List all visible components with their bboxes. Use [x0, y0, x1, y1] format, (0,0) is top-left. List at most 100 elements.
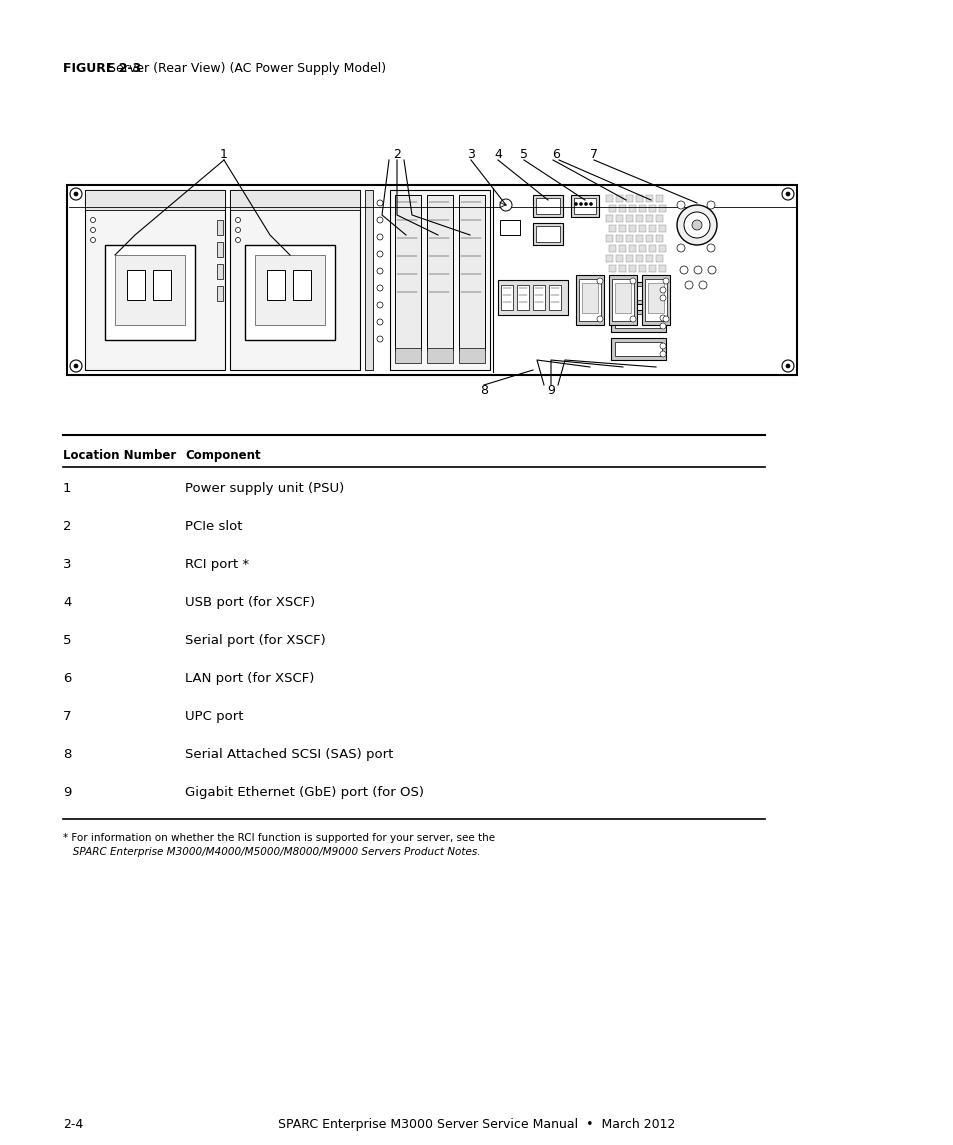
Bar: [618, 205, 625, 212]
Circle shape: [662, 278, 668, 284]
Circle shape: [91, 218, 95, 222]
Bar: [497, 281, 567, 315]
Circle shape: [376, 268, 382, 274]
Bar: [616, 215, 622, 222]
Bar: [608, 275, 637, 325]
Bar: [605, 235, 613, 242]
Bar: [615, 342, 661, 356]
Circle shape: [597, 316, 602, 322]
Circle shape: [629, 278, 636, 284]
Circle shape: [629, 316, 636, 322]
Bar: [625, 195, 633, 202]
Text: 5: 5: [63, 634, 71, 647]
Circle shape: [597, 278, 602, 284]
Circle shape: [376, 251, 382, 256]
Circle shape: [659, 295, 665, 301]
Circle shape: [235, 237, 240, 243]
Bar: [576, 275, 603, 325]
Bar: [293, 270, 311, 300]
Bar: [605, 195, 613, 202]
Bar: [458, 195, 484, 350]
Bar: [641, 275, 669, 325]
Circle shape: [91, 237, 95, 243]
Bar: [216, 220, 223, 235]
Circle shape: [679, 266, 687, 274]
Bar: [636, 195, 642, 202]
Bar: [659, 245, 665, 252]
Text: SPARC Enterprise M3000/M4000/M5000/M8000/M9000 Servers Product Notes.: SPARC Enterprise M3000/M4000/M5000/M8000…: [63, 847, 480, 856]
Bar: [616, 195, 622, 202]
Circle shape: [376, 285, 382, 291]
Bar: [628, 245, 636, 252]
Circle shape: [235, 228, 240, 232]
Circle shape: [499, 199, 512, 211]
Bar: [536, 226, 559, 242]
Text: 4: 4: [494, 149, 501, 161]
Circle shape: [91, 228, 95, 232]
Text: 8: 8: [479, 384, 488, 396]
Text: 1: 1: [63, 482, 71, 495]
Bar: [245, 245, 335, 340]
Bar: [644, 279, 666, 321]
Bar: [127, 270, 145, 300]
Circle shape: [659, 323, 665, 329]
Text: 1: 1: [220, 149, 228, 161]
Text: USB port (for XSCF): USB port (for XSCF): [185, 597, 314, 609]
Bar: [578, 279, 600, 321]
Text: 7: 7: [63, 710, 71, 722]
Bar: [390, 190, 490, 370]
Circle shape: [781, 360, 793, 372]
Bar: [427, 348, 453, 363]
Bar: [656, 195, 662, 202]
Bar: [628, 205, 636, 212]
Bar: [639, 205, 645, 212]
Circle shape: [785, 364, 789, 368]
Bar: [230, 190, 359, 210]
Circle shape: [659, 352, 665, 357]
Text: PCIe slot: PCIe slot: [185, 520, 242, 534]
Bar: [216, 264, 223, 279]
Bar: [645, 235, 652, 242]
Circle shape: [70, 188, 82, 200]
Bar: [365, 190, 373, 370]
Bar: [659, 205, 665, 212]
Circle shape: [70, 360, 82, 372]
Bar: [636, 235, 642, 242]
Circle shape: [376, 218, 382, 223]
Bar: [656, 215, 662, 222]
Bar: [647, 283, 663, 313]
Bar: [115, 255, 185, 325]
Circle shape: [659, 287, 665, 293]
Text: 3: 3: [467, 149, 475, 161]
Bar: [608, 264, 616, 273]
Bar: [639, 245, 645, 252]
Circle shape: [677, 202, 684, 210]
Circle shape: [684, 281, 692, 289]
Text: 2-4: 2-4: [63, 1118, 83, 1131]
Circle shape: [706, 244, 714, 252]
Text: * For information on whether the RCI function is supported for your server, see : * For information on whether the RCI fun…: [63, 834, 495, 843]
Circle shape: [677, 244, 684, 252]
Circle shape: [578, 203, 582, 205]
Circle shape: [376, 200, 382, 206]
Circle shape: [691, 220, 701, 230]
Text: 6: 6: [552, 149, 559, 161]
Bar: [636, 255, 642, 262]
Bar: [610, 282, 665, 305]
Bar: [616, 255, 622, 262]
Bar: [615, 286, 661, 300]
Bar: [659, 264, 665, 273]
Bar: [533, 195, 562, 218]
Circle shape: [683, 212, 709, 238]
Circle shape: [781, 188, 793, 200]
Text: 2: 2: [63, 520, 71, 534]
Circle shape: [584, 203, 587, 205]
Bar: [645, 255, 652, 262]
Circle shape: [693, 266, 701, 274]
Text: 8: 8: [63, 748, 71, 761]
Bar: [628, 264, 636, 273]
Bar: [616, 235, 622, 242]
Bar: [648, 245, 656, 252]
Bar: [612, 279, 634, 321]
Bar: [67, 185, 796, 376]
